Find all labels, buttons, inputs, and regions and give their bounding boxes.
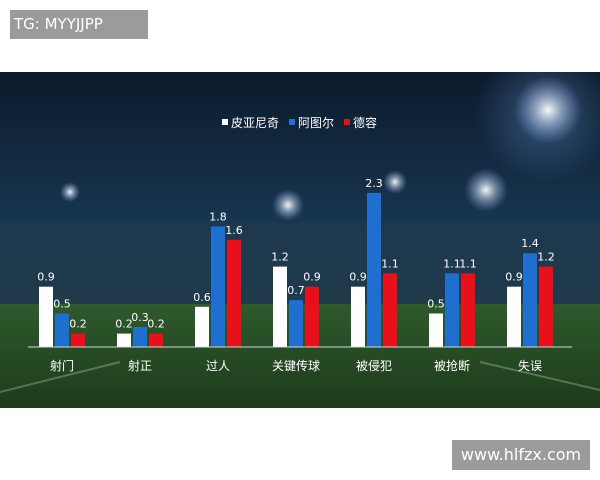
value-label: 1.2 (537, 251, 555, 264)
legend-label: 阿图尔 (298, 115, 334, 130)
bar-chart: 皮亚尼奇 阿图尔 德容 0.90.50.2射门0.20.30.2射正0.61.81.… (0, 72, 600, 408)
pitch-line (0, 361, 121, 393)
value-label: 0.2 (115, 318, 133, 331)
value-label: 0.6 (193, 291, 211, 304)
bar-0-1 (55, 313, 69, 347)
stadium-light-flare (383, 170, 407, 194)
bar-1-2 (149, 333, 163, 347)
value-label: 0.3 (131, 311, 149, 324)
value-label: 1.1 (443, 257, 461, 270)
bar-3-1 (289, 300, 303, 347)
chart-image: 皮亚尼奇 阿图尔 德容 0.9 0.5 0.2 射门 0.2 0.3 0.2 射正 0.6 1.8 1.… (0, 72, 600, 408)
bar-0-0 (39, 286, 53, 347)
bar-6-0 (507, 286, 521, 347)
value-label: 0.7 (287, 284, 305, 297)
value-label: 0.9 (349, 271, 367, 284)
bar-5-2 (461, 273, 475, 347)
category-label: 过人 (206, 359, 230, 373)
value-label: 1.4 (521, 237, 539, 250)
stadium-light-flare (464, 168, 508, 212)
bar-5-1 (445, 273, 459, 347)
value-label: 2.3 (365, 177, 383, 190)
value-label: 0.5 (53, 298, 71, 311)
value-label: 1.1 (459, 257, 477, 270)
value-label: 0.2 (147, 318, 165, 331)
value-label: 0.9 (303, 271, 321, 284)
bars-layer: 0.90.50.2射门0.20.30.2射正0.61.81.6过人1.20.70… (37, 177, 555, 373)
bar-0-2 (71, 333, 85, 347)
legend-swatch (289, 119, 295, 125)
watermark-top: TG: MYYJJPP (10, 10, 148, 39)
category-label: 被侵犯 (356, 358, 392, 373)
bar-4-1 (367, 192, 381, 347)
value-label: 1.2 (271, 251, 289, 264)
watermark-bottom: www.hlfzx.com (452, 440, 590, 470)
bar-5-0 (429, 313, 443, 347)
bar-6-1 (523, 253, 537, 347)
bar-2-1 (211, 226, 225, 347)
value-label: 0.2 (69, 318, 87, 331)
value-label: 1.8 (209, 210, 227, 223)
pitch-line (479, 361, 600, 391)
category-label: 被抢断 (434, 358, 470, 373)
category-label: 失误 (518, 358, 542, 373)
category-label: 射门 (50, 358, 74, 373)
bar-3-0 (273, 266, 287, 347)
bar-1-0 (117, 333, 131, 347)
bar-4-2 (383, 273, 397, 347)
stadium-stands (0, 222, 600, 302)
bar-2-2 (227, 239, 241, 347)
legend-swatch (344, 119, 350, 125)
category-label: 射正 (128, 358, 152, 373)
value-label: 1.1 (381, 257, 399, 270)
value-label: 0.9 (37, 271, 55, 284)
legend: 皮亚尼奇 阿图尔 德容 (222, 115, 377, 130)
bar-6-2 (539, 266, 553, 347)
bar-2-0 (195, 306, 209, 347)
stadium-light-flare (514, 76, 582, 144)
value-label: 1.6 (225, 224, 243, 237)
legend-label: 德容 (353, 115, 377, 130)
bar-1-1 (133, 326, 147, 347)
stadium-light-flare (272, 189, 304, 221)
stadium-light-flare (60, 182, 80, 202)
bar-4-0 (351, 286, 365, 347)
legend-swatch (222, 119, 228, 125)
category-label: 关键传球 (272, 358, 320, 373)
value-label: 0.5 (427, 298, 445, 311)
bar-3-2 (305, 286, 319, 347)
value-label: 0.9 (505, 271, 523, 284)
legend-label: 皮亚尼奇 (231, 116, 279, 130)
